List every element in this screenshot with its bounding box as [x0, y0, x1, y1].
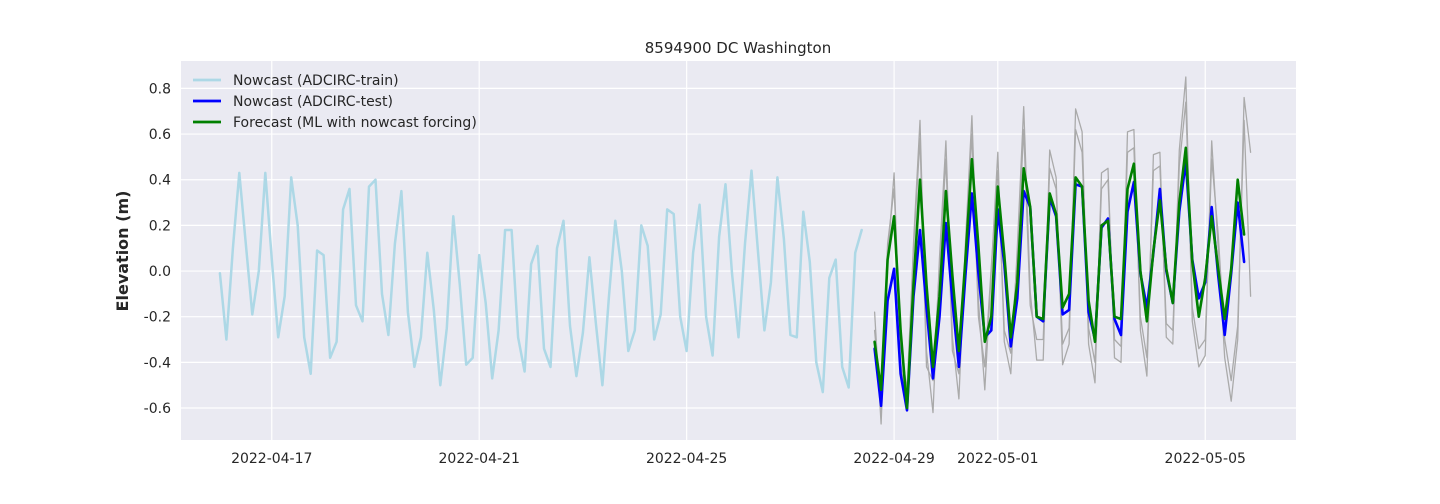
y-tick-label: 0.8 — [149, 81, 171, 97]
series-layer — [218, 76, 1252, 425]
y-tick-label: -0.2 — [144, 310, 171, 326]
x-tick-label: 2022-04-21 — [439, 451, 520, 467]
legend-label: Nowcast (ADCIRC-train) — [233, 73, 399, 89]
y-tick-label: -0.4 — [144, 355, 171, 371]
legend-label: Forecast (ML with nowcast forcing) — [233, 115, 477, 131]
y-axis-ticks: -0.6 -0.4 -0.2 0.0 0.2 0.4 0.6 0.8 — [144, 81, 171, 417]
y-tick-label: -0.6 — [144, 401, 171, 417]
x-tick-label: 2022-05-01 — [957, 451, 1038, 467]
series-line-0 — [218, 169, 863, 394]
legend: Nowcast (ADCIRC-train) Nowcast (ADCIRC-te… — [193, 73, 477, 131]
y-axis-label: Elevation (m) — [113, 191, 132, 312]
y-tick-label: 0.4 — [149, 173, 171, 189]
y-tick-label: 0.6 — [149, 127, 171, 143]
x-tick-label: 2022-04-25 — [646, 451, 727, 467]
y-tick-label: 0.0 — [149, 264, 171, 280]
x-tick-label: 2022-05-05 — [1165, 451, 1246, 467]
y-tick-label: 0.2 — [149, 218, 171, 234]
x-tick-label: 2022-04-17 — [231, 451, 312, 467]
chart-title: 8594900 DC Washington — [645, 39, 832, 57]
x-axis-ticks: 2022-04-17 2022-04-21 2022-04-25 2022-04-29… — [231, 451, 1246, 467]
x-tick-label: 2022-04-29 — [853, 451, 934, 467]
series-line-4 — [873, 146, 1246, 410]
legend-label: Nowcast (ADCIRC-test) — [233, 94, 393, 110]
